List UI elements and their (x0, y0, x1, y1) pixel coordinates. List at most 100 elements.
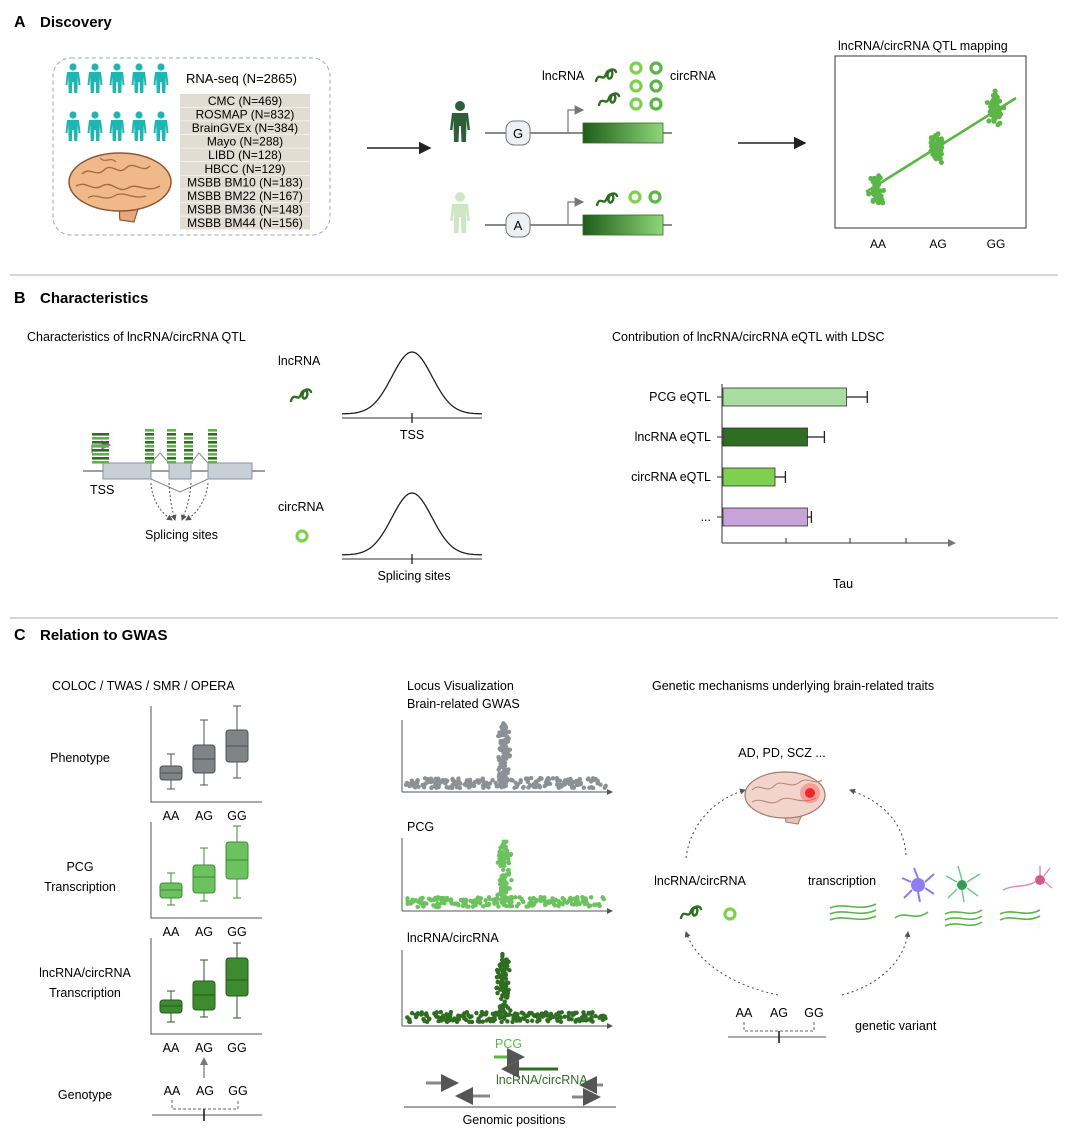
locus-point (581, 1010, 586, 1015)
locus-point (498, 973, 503, 978)
locus-point (513, 895, 518, 900)
signal-bar (184, 441, 193, 444)
person-icon (65, 63, 81, 93)
locus-point (569, 901, 575, 907)
locus-point (445, 1013, 451, 1019)
locus-point (424, 780, 430, 785)
qtl-point (936, 139, 942, 145)
tau-axis-label: Tau (833, 577, 853, 591)
person-icon (109, 111, 125, 141)
locus-point (525, 1019, 530, 1024)
genotype-variant-line (152, 1100, 262, 1121)
locus-point (502, 990, 507, 995)
locus-point (465, 904, 470, 909)
panel-b-left-title: Characteristics of lncRNA/circRNA QTL (27, 330, 246, 344)
boxplot-x-label: AG (195, 925, 213, 939)
locus-point (508, 852, 513, 858)
locus-point (502, 999, 507, 1004)
locus-point (471, 783, 477, 789)
locus-point (510, 1019, 515, 1025)
locus-point (457, 785, 463, 791)
locus-point (600, 895, 605, 900)
locus-point (431, 903, 436, 908)
boxplot-box (225, 705, 249, 779)
locus-point (558, 1019, 564, 1025)
locus-point (549, 1014, 555, 1019)
row-pcg-transcription: PCG Transcription (44, 860, 116, 894)
boxplot-box (225, 942, 249, 1019)
qtl-x-gg: GG (987, 237, 1006, 251)
qtl-point (996, 114, 1002, 120)
signal-bar (92, 453, 101, 456)
signal-bar (100, 441, 109, 444)
person-icon (109, 63, 125, 93)
locus-point (422, 900, 427, 906)
qtl-point (938, 159, 944, 165)
signal-bar (167, 441, 176, 444)
ldsc-bar (722, 387, 847, 407)
signal-bar (167, 433, 176, 436)
qtl-point (994, 94, 1000, 100)
locus-point (433, 776, 438, 781)
tss-curve-label: TSS (400, 428, 424, 442)
cohort-item: LIBD (N=128) (208, 148, 282, 162)
locus-point (438, 1009, 443, 1015)
locus-point (491, 897, 496, 903)
signal-bar (145, 437, 154, 440)
locus-point (577, 776, 583, 782)
ldsc-bar (722, 427, 808, 447)
locus-point (479, 1009, 485, 1015)
locus-point (436, 1018, 441, 1024)
locus-point (404, 780, 410, 786)
signal-bar (100, 449, 109, 452)
signal-bar (145, 441, 154, 444)
circrna-icon (629, 79, 643, 93)
locus-point (405, 901, 410, 907)
locus-point (494, 967, 500, 973)
locus-point (483, 898, 488, 903)
allele-g-box (505, 120, 531, 146)
locus-point (503, 895, 509, 901)
qtl-point (872, 177, 878, 183)
cohort-item: MSBB BM36 (N=148) (187, 203, 303, 217)
qtl-point (986, 118, 992, 124)
person-icon (153, 63, 169, 93)
person-light-icon (450, 192, 470, 233)
cohort-item: MSBB BM44 (N=156) (187, 216, 303, 230)
locus-point (543, 902, 549, 907)
locus-point (427, 1016, 432, 1021)
locus-point (486, 785, 491, 790)
locus-point (521, 784, 526, 790)
locus-point (498, 996, 504, 1001)
gene-body-a (582, 214, 664, 236)
cohort-item: MSBB BM22 (N=167) (187, 189, 303, 203)
locus-point (495, 990, 500, 996)
locus-point (566, 1016, 572, 1022)
mech-lnc-label: lncRNA/circRNA (654, 874, 746, 888)
cohort-list: CMC (N=469)ROSMAP (N=832)BrainGVEx (N=38… (180, 94, 310, 230)
signal-bar (145, 449, 154, 452)
panel-b-title: Characteristics (40, 290, 148, 307)
locus-point (559, 1010, 564, 1015)
locus-point (503, 971, 508, 976)
cohort-row-bg (180, 107, 310, 121)
locus-point (552, 903, 558, 908)
circrna-label-b: circRNA (278, 500, 324, 514)
signal-bar (100, 437, 109, 440)
locus-point (460, 903, 466, 908)
lncrna-icon (595, 192, 619, 207)
locus-point (528, 897, 534, 902)
genomic-positions-label: Genomic positions (463, 1113, 566, 1127)
person-icon (87, 111, 103, 141)
signal-bar (92, 461, 101, 464)
qtl-point (875, 197, 881, 203)
signal-bar (184, 449, 193, 452)
locus-point (475, 1019, 481, 1024)
locus-point (589, 785, 594, 790)
brain-lesion-icon (744, 771, 826, 825)
locus-point (544, 777, 550, 782)
locus-point (499, 774, 504, 780)
locus-point (429, 785, 434, 790)
panel-c: C Relation to GWAS COLOC / TWAS / SMR / … (14, 627, 1053, 1127)
